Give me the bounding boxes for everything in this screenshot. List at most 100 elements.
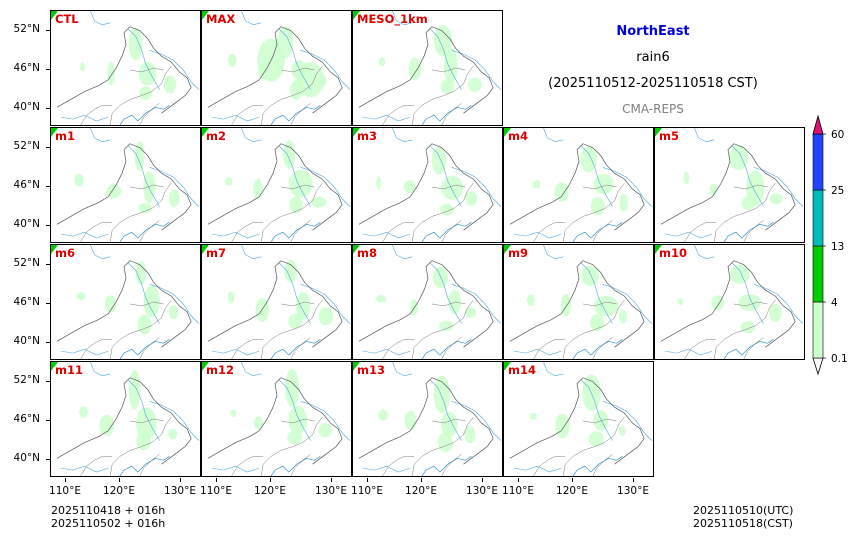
lat-tick-label: 40°N	[13, 335, 40, 347]
rain-area	[729, 264, 750, 284]
rain-area-moderate	[202, 11, 209, 20]
map-canvas	[51, 11, 200, 125]
rain-area	[225, 177, 233, 186]
map-panel-max: MAX	[201, 10, 352, 126]
map-panel-m2: m2	[201, 127, 352, 243]
lat-tick-mark	[46, 108, 50, 109]
lon-tick-mark	[119, 478, 120, 482]
rain-area	[465, 191, 478, 206]
country-border	[207, 260, 343, 348]
river-line	[392, 11, 413, 26]
map-panel-m10: m10	[654, 244, 805, 360]
river-line	[362, 114, 411, 122]
river-line	[211, 231, 260, 239]
panel-label: m12	[206, 363, 234, 377]
river-line	[451, 167, 502, 207]
coastline	[119, 456, 170, 476]
rain-area	[318, 423, 333, 438]
region-title: NorthEast	[616, 24, 690, 39]
panel-label: m4	[508, 129, 528, 143]
province-border	[382, 105, 415, 125]
rain-area	[618, 425, 626, 436]
river-line	[602, 401, 653, 441]
province-border	[713, 299, 776, 359]
rain-area	[296, 62, 325, 98]
rain-area	[378, 409, 389, 421]
lat-tick-mark	[46, 69, 50, 70]
rain-area	[580, 145, 598, 173]
lon-tick-label: 130°E	[466, 485, 498, 497]
rain-area	[289, 196, 303, 214]
lat-tick-mark	[46, 30, 50, 31]
province-border	[280, 301, 315, 307]
province-border	[411, 299, 474, 359]
map-canvas	[353, 11, 502, 125]
province-border	[411, 416, 474, 476]
map-canvas	[353, 245, 502, 359]
rain-area	[134, 141, 145, 171]
coastline	[119, 339, 170, 359]
country-border	[207, 377, 343, 465]
lat-tick-label: 52°N	[13, 257, 40, 269]
rain-area	[163, 75, 177, 94]
province-border	[533, 456, 566, 476]
rain-area	[431, 146, 447, 175]
river-line	[451, 284, 502, 324]
river-line	[90, 362, 111, 377]
rain-area	[529, 412, 537, 420]
rain-area	[284, 259, 298, 283]
rain-area-moderate	[353, 245, 360, 254]
map-canvas	[51, 128, 200, 242]
coastline	[270, 339, 321, 359]
province-border	[139, 103, 160, 125]
rain-area-moderate	[655, 128, 662, 137]
rain-area	[106, 183, 122, 199]
country-border	[56, 377, 192, 465]
coastline	[421, 456, 472, 476]
panel-label: m9	[508, 246, 528, 260]
rain-area-moderate	[504, 128, 511, 137]
country-border	[358, 143, 494, 231]
country-border	[509, 377, 645, 465]
river-line	[278, 379, 311, 441]
rain-area	[287, 430, 303, 445]
map-canvas	[504, 128, 653, 242]
province-border	[431, 301, 466, 307]
river-line	[90, 128, 111, 143]
rain-area	[555, 413, 570, 439]
river-line	[664, 348, 713, 356]
province-border	[743, 220, 764, 242]
rain-area	[448, 289, 462, 315]
province-border	[80, 222, 113, 242]
province-border	[290, 103, 311, 125]
map-canvas	[202, 362, 351, 476]
province-border	[139, 337, 160, 359]
map-panel-m12: m12	[201, 361, 352, 477]
map-panel-m4: m4	[503, 127, 654, 243]
river-line	[149, 167, 200, 207]
river-line	[241, 11, 262, 26]
rain-area	[143, 285, 160, 318]
coastline	[270, 105, 321, 125]
country-border	[56, 260, 192, 348]
colorbar-label: 13	[831, 241, 844, 253]
lon-tick-mark	[216, 478, 217, 482]
rain-area	[230, 409, 237, 418]
province-border	[684, 222, 717, 242]
river-line	[513, 348, 562, 356]
system-title: CMA-REPS	[622, 102, 684, 116]
lat-tick-mark	[46, 147, 50, 148]
rain-area	[137, 314, 152, 335]
rain-area	[465, 307, 477, 318]
rain-area-moderate	[51, 245, 58, 254]
province-border	[231, 339, 264, 359]
rain-area	[464, 425, 476, 444]
river-line	[60, 114, 109, 122]
lon-tick-mark	[367, 478, 368, 482]
lat-tick-mark	[46, 342, 50, 343]
province-border	[260, 299, 323, 359]
province-border	[109, 299, 172, 359]
lon-tick-mark	[421, 478, 422, 482]
province-border	[533, 222, 566, 242]
rain-area	[138, 203, 152, 214]
